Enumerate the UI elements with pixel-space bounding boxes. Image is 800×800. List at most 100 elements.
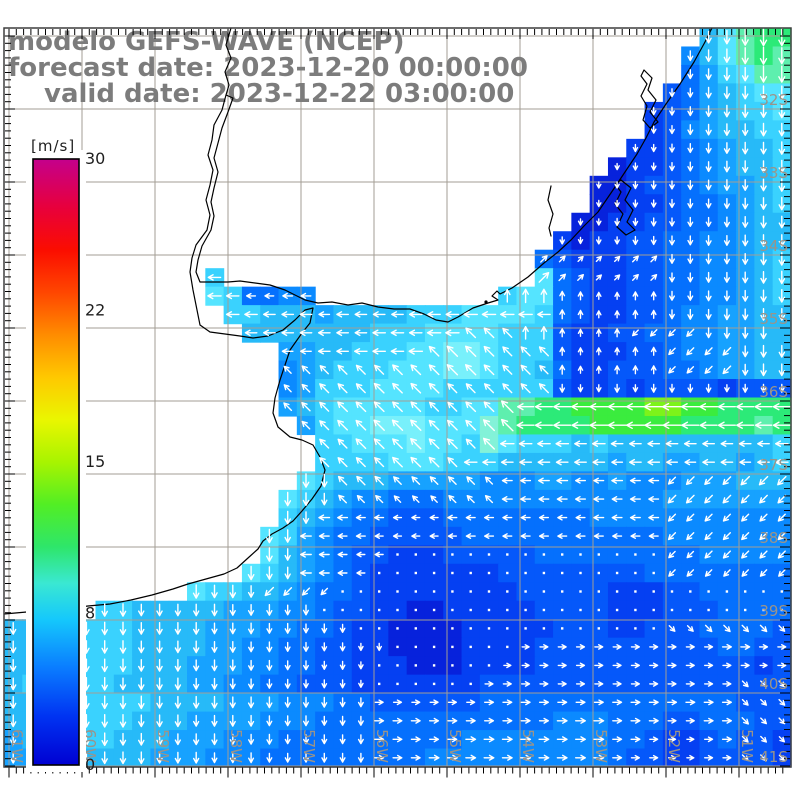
direction-arrow (374, 457, 385, 468)
calm-dot (469, 645, 472, 649)
direction-arrow (705, 327, 712, 339)
latitude-label: 34S (759, 237, 788, 255)
direction-arrow (211, 584, 218, 599)
direction-arrow (501, 400, 514, 414)
direction-arrow (721, 643, 732, 650)
direction-arrow (446, 345, 459, 357)
direction-arrow (299, 311, 313, 318)
direction-arrow (723, 308, 731, 321)
direction-arrow (281, 348, 294, 355)
direction-arrow (742, 363, 749, 376)
calm-dot (615, 608, 619, 612)
direction-arrow (428, 438, 440, 450)
direction-arrow (705, 30, 712, 44)
direction-arrow (318, 311, 331, 318)
direction-arrow (411, 533, 421, 539)
direction-arrow (650, 235, 657, 246)
direction-arrow (632, 291, 639, 301)
direction-arrow (557, 681, 567, 687)
direction-arrow (741, 104, 749, 118)
direction-arrow (521, 662, 530, 669)
direction-arrow (9, 622, 17, 635)
direction-arrow (337, 457, 348, 468)
direction-arrow (101, 658, 108, 673)
direction-arrow (411, 514, 421, 521)
direction-arrow (722, 476, 732, 485)
direction-arrow (502, 514, 513, 521)
direction-arrow (687, 124, 694, 136)
direction-arrow (392, 533, 403, 539)
direction-arrow (374, 699, 384, 706)
calm-dot (378, 664, 381, 667)
direction-arrow (705, 271, 712, 283)
direction-arrow (336, 311, 349, 318)
calm-dot (432, 627, 436, 630)
direction-arrow (575, 681, 586, 687)
direction-arrow (705, 216, 712, 227)
direction-arrow (662, 421, 682, 429)
direction-arrow (429, 717, 440, 724)
direction-arrow (538, 514, 549, 521)
direction-arrow (119, 751, 127, 765)
direction-arrow (138, 603, 145, 617)
calm-dot (634, 627, 637, 630)
direction-arrow (778, 47, 786, 65)
direction-arrow (611, 459, 624, 466)
direction-arrow (685, 494, 695, 504)
direction-arrow (614, 181, 620, 189)
direction-arrow (685, 699, 696, 706)
calm-dot (414, 664, 417, 667)
direction-arrow (339, 697, 346, 708)
direction-arrow (539, 662, 549, 669)
direction-arrow (483, 754, 495, 761)
direction-arrow (685, 644, 695, 650)
direction-arrow (303, 734, 309, 745)
direction-arrow (10, 733, 17, 746)
direction-arrow (427, 311, 441, 318)
calm-dot (597, 553, 600, 556)
direction-arrow (649, 662, 659, 669)
direction-arrow (556, 717, 568, 724)
calm-dot (561, 571, 564, 575)
direction-arrow (648, 717, 659, 724)
direction-arrow (211, 752, 218, 764)
direction-arrow (742, 179, 749, 191)
direction-arrow (760, 234, 767, 247)
direction-arrow (759, 46, 768, 65)
direction-arrow (667, 476, 677, 485)
direction-arrow (721, 736, 732, 743)
calm-dot (524, 553, 527, 556)
direction-arrow (481, 311, 497, 318)
direction-arrow (301, 420, 311, 430)
direction-arrow (668, 550, 676, 559)
direction-arrow (699, 403, 719, 411)
direction-arrow (760, 271, 767, 284)
direction-arrow (760, 754, 767, 762)
direction-arrow (632, 365, 639, 375)
direction-arrow (704, 365, 713, 374)
direction-arrow (575, 644, 586, 650)
direction-arrow (266, 678, 273, 689)
direction-arrow (392, 456, 403, 468)
direction-arrow (557, 644, 567, 650)
direction-arrow (337, 364, 348, 375)
direction-arrow (575, 754, 586, 761)
calm-dot (414, 645, 417, 649)
direction-arrow (705, 161, 712, 173)
direction-arrow (229, 604, 236, 616)
direction-arrow (772, 421, 791, 429)
direction-arrow (778, 122, 786, 137)
direction-arrow (355, 457, 366, 468)
direction-arrow (577, 309, 584, 319)
direction-arrow (229, 659, 236, 672)
direction-arrow (392, 364, 403, 376)
direction-arrow (685, 476, 695, 485)
direction-arrow (669, 88, 675, 98)
direction-arrow (557, 533, 568, 539)
direction-arrow (393, 476, 402, 485)
direction-arrow (211, 659, 218, 672)
longitude-label: 51W (738, 729, 756, 763)
direction-arrow (248, 641, 255, 653)
direction-arrow (445, 311, 460, 318)
longitude-label: 58W (227, 729, 245, 763)
